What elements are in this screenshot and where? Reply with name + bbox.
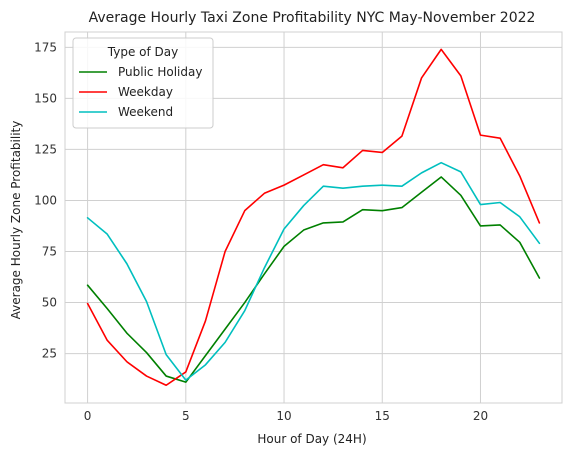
y-tick-label: 175	[34, 40, 57, 54]
y-tick-label: 100	[34, 193, 57, 207]
legend-items: Public Holiday Weekday Weekend	[79, 65, 202, 119]
series-layer	[86, 48, 541, 387]
x-tick-label: 10	[276, 409, 291, 423]
y-tick-label: 25	[42, 347, 57, 361]
series-line-weekday	[86, 48, 541, 387]
grid-layer	[65, 32, 562, 403]
legend-label: Public Holiday	[118, 65, 202, 79]
y-tick-label: 50	[42, 296, 57, 310]
x-tick-label: 20	[473, 409, 488, 423]
x-tick-label: 5	[182, 409, 190, 423]
x-axis-label: Hour of Day (24H)	[257, 432, 366, 446]
series-line-public-holiday	[86, 176, 541, 383]
x-tick-label: 0	[84, 409, 92, 423]
plot-frame	[64, 31, 563, 404]
tick-layer: 0 5 10 15 20 25 50 75 100 125 150 175	[34, 40, 488, 423]
y-tick-label: 75	[42, 244, 57, 258]
x-tick-label: 15	[375, 409, 390, 423]
legend-title: Type of Day	[107, 45, 178, 59]
legend-box	[72, 37, 214, 129]
y-axis-label: Average Hourly Zone Profitability	[9, 121, 23, 320]
y-tick-label: 125	[34, 142, 57, 156]
series-line-weekend	[86, 161, 541, 381]
y-tick-label: 150	[34, 91, 57, 105]
legend: Type of Day Public Holiday Weekday Weekend	[72, 37, 214, 129]
legend-label: Weekday	[118, 85, 173, 99]
legend-label: Weekend	[118, 105, 173, 119]
chart-title: Average Hourly Taxi Zone Profitability N…	[89, 10, 536, 26]
